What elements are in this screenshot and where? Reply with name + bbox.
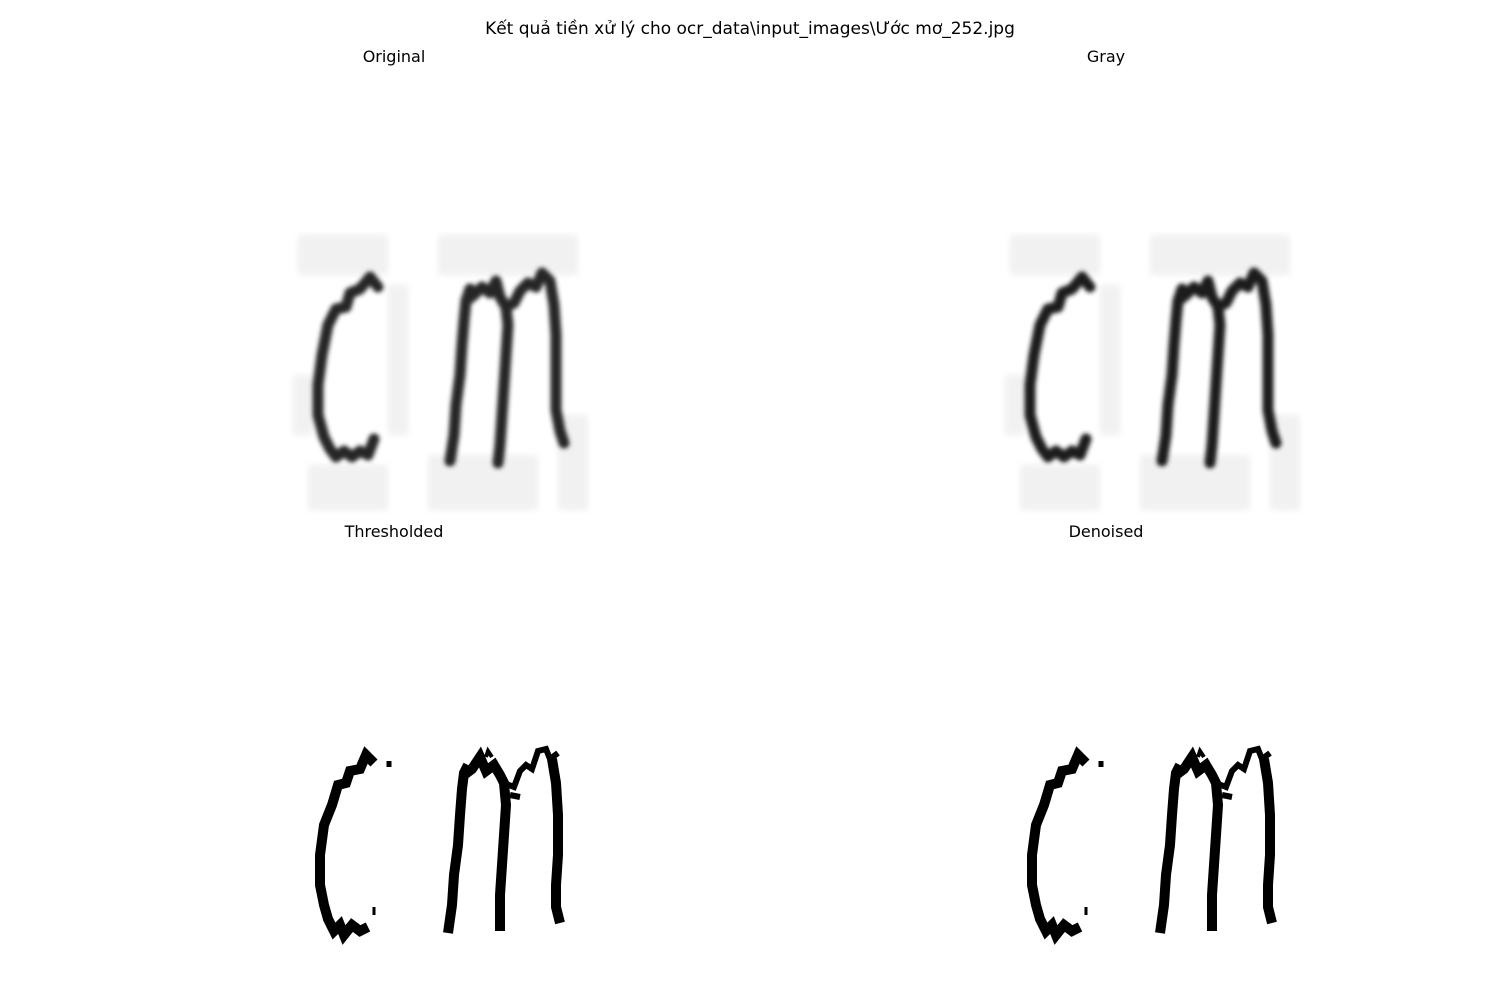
panel-title-denoised: Denoised [1068, 522, 1144, 541]
handwriting-cm [312, 267, 570, 469]
handwriting-cm [1024, 267, 1282, 469]
background-noise [293, 235, 588, 510]
background-noise [1005, 235, 1300, 510]
thresholded-image-panel [288, 735, 598, 950]
handwriting-cm [1027, 745, 1277, 945]
figure-title: Kết quả tiền xử lý cho ocr_data\input_im… [485, 19, 1015, 39]
panel-title-thresholded: Thresholded [344, 522, 444, 541]
thresholded-handwriting-image [315, 745, 565, 945]
gray-image-panel [1000, 225, 1310, 515]
panel-title-gray: Gray [1086, 47, 1126, 66]
original-image-panel [288, 225, 598, 515]
handwriting-cm [315, 745, 565, 945]
panel-title-original: Original [362, 47, 426, 66]
original-handwriting-image [293, 235, 588, 510]
denoised-image-panel [1000, 735, 1310, 950]
denoised-handwriting-image [1027, 745, 1277, 945]
gray-handwriting-image [1005, 235, 1300, 510]
